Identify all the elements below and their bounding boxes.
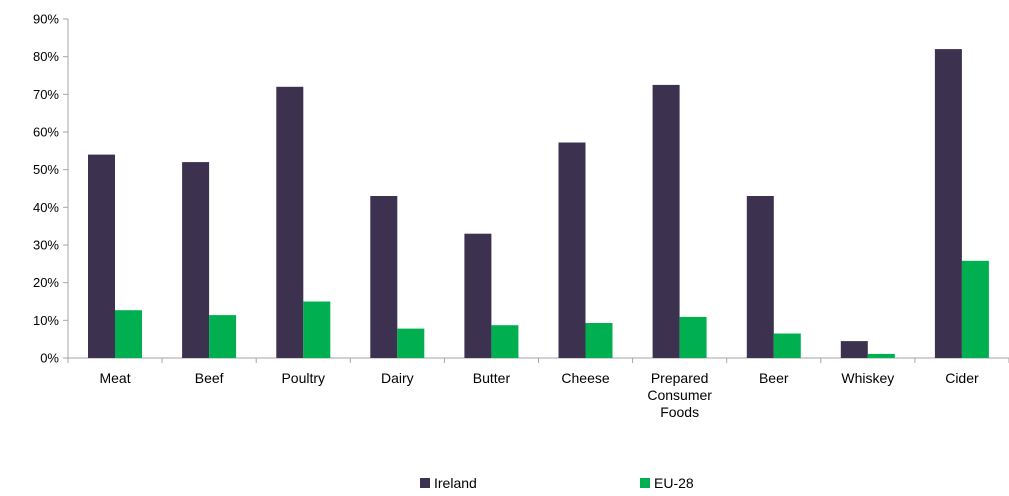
- y-tick-label: 90%: [33, 12, 59, 27]
- bar-eu-28: [679, 316, 707, 358]
- y-tick-label: 0%: [40, 351, 59, 366]
- x-axis: Meat Beef Poultry Dairy Butter Cheese Prepared…: [67, 357, 1009, 420]
- bar-eu-28: [115, 310, 142, 358]
- y-tick-label: 40%: [33, 200, 59, 215]
- legend: Ireland EU-28: [420, 475, 694, 491]
- bar-eu-28: [303, 301, 331, 358]
- y-tick-label: 20%: [33, 275, 59, 290]
- y-tick-label: 70%: [33, 87, 59, 102]
- bar-eu-28: [209, 315, 237, 358]
- y-tick-label: 50%: [33, 162, 59, 177]
- x-tick-label: Beef: [195, 370, 224, 386]
- x-tick-label: Cider: [945, 370, 979, 386]
- x-tick-label: Meat: [99, 370, 130, 386]
- bar-ireland: [840, 341, 868, 358]
- legend-label: EU-28: [654, 475, 694, 491]
- bar-ireland: [464, 233, 492, 358]
- bar-ireland: [558, 142, 586, 358]
- bars: [88, 49, 989, 359]
- y-axis: 0% 10% 20% 30% 40% 50% 60% 70% 80% 90%: [33, 12, 69, 366]
- bar-eu-28: [585, 323, 613, 358]
- y-tick-label: 80%: [33, 49, 59, 64]
- bar-ireland: [182, 162, 210, 358]
- bar-eu-28: [491, 325, 519, 358]
- y-tick-label: 10%: [33, 313, 59, 328]
- y-tick-label: 30%: [33, 238, 59, 253]
- bar-eu-28: [773, 333, 801, 358]
- x-tick-label: Cheese: [561, 370, 609, 386]
- bar-eu-28: [961, 260, 989, 358]
- x-tick-label: Dairy: [381, 370, 414, 386]
- x-tick-label: Butter: [473, 370, 511, 386]
- x-tick-label: Poultry: [281, 370, 325, 386]
- bar-ireland: [88, 154, 115, 358]
- bar-ireland: [652, 84, 680, 359]
- bar-eu-28: [397, 328, 425, 358]
- x-tick-label: Whiskey: [841, 370, 894, 386]
- bar-ireland: [934, 49, 962, 358]
- bar-eu-28: [867, 353, 895, 358]
- x-tick-label: Beer: [759, 370, 789, 386]
- legend-label: Ireland: [434, 475, 477, 491]
- bar-ireland: [276, 86, 304, 359]
- x-tick-label: Prepared Consumer Foods: [647, 370, 712, 420]
- bar-ireland: [370, 196, 398, 358]
- legend-swatch: [640, 478, 650, 488]
- legend-swatch: [420, 478, 430, 488]
- bar-ireland: [746, 196, 774, 358]
- y-tick-label: 60%: [33, 125, 59, 140]
